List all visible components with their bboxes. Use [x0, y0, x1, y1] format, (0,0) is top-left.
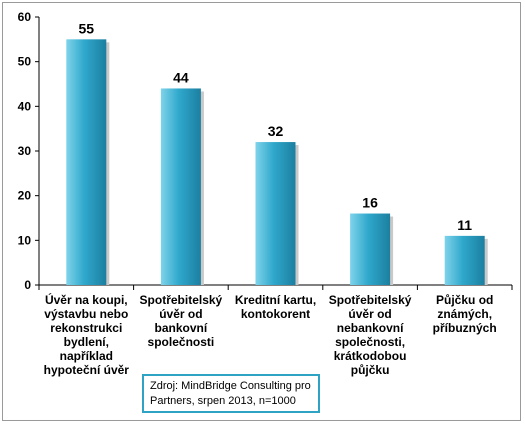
x-tick-label: Spotřebitelský úvěr od nebankovní společ… [328, 293, 412, 377]
x-tick-label: Spotřebitelský úvěr od bankovní společno… [139, 293, 223, 349]
y-tick-label: 0 [24, 278, 31, 292]
y-tick-label: 30 [18, 144, 32, 158]
bar [350, 213, 391, 285]
bar [66, 39, 107, 286]
bar [160, 88, 201, 285]
x-tick-label: Půjčku od známých, příbuzných [432, 293, 497, 335]
x-tick-label: Kreditní kartu, kontokorent [234, 293, 317, 321]
y-tick-label: 10 [18, 233, 32, 247]
y-tick-label: 60 [18, 10, 32, 24]
source-note: Zdroj: MindBridge Consulting pro Partner… [142, 374, 320, 413]
data-label: 44 [173, 69, 189, 85]
x-tick-label: Úvěr na koupi, výstavbu nebo rekonstrukc… [43, 293, 129, 377]
source-note-text: Zdroj: MindBridge Consulting pro Partner… [150, 380, 311, 407]
data-label: 11 [457, 217, 472, 233]
bar [255, 142, 296, 285]
bar [444, 235, 485, 285]
data-label: 16 [362, 195, 378, 211]
y-tick-label: 20 [18, 189, 32, 203]
data-label: 55 [79, 20, 95, 36]
y-tick-label: 50 [18, 55, 32, 69]
data-label: 32 [268, 123, 284, 139]
y-tick-label: 40 [18, 99, 32, 113]
